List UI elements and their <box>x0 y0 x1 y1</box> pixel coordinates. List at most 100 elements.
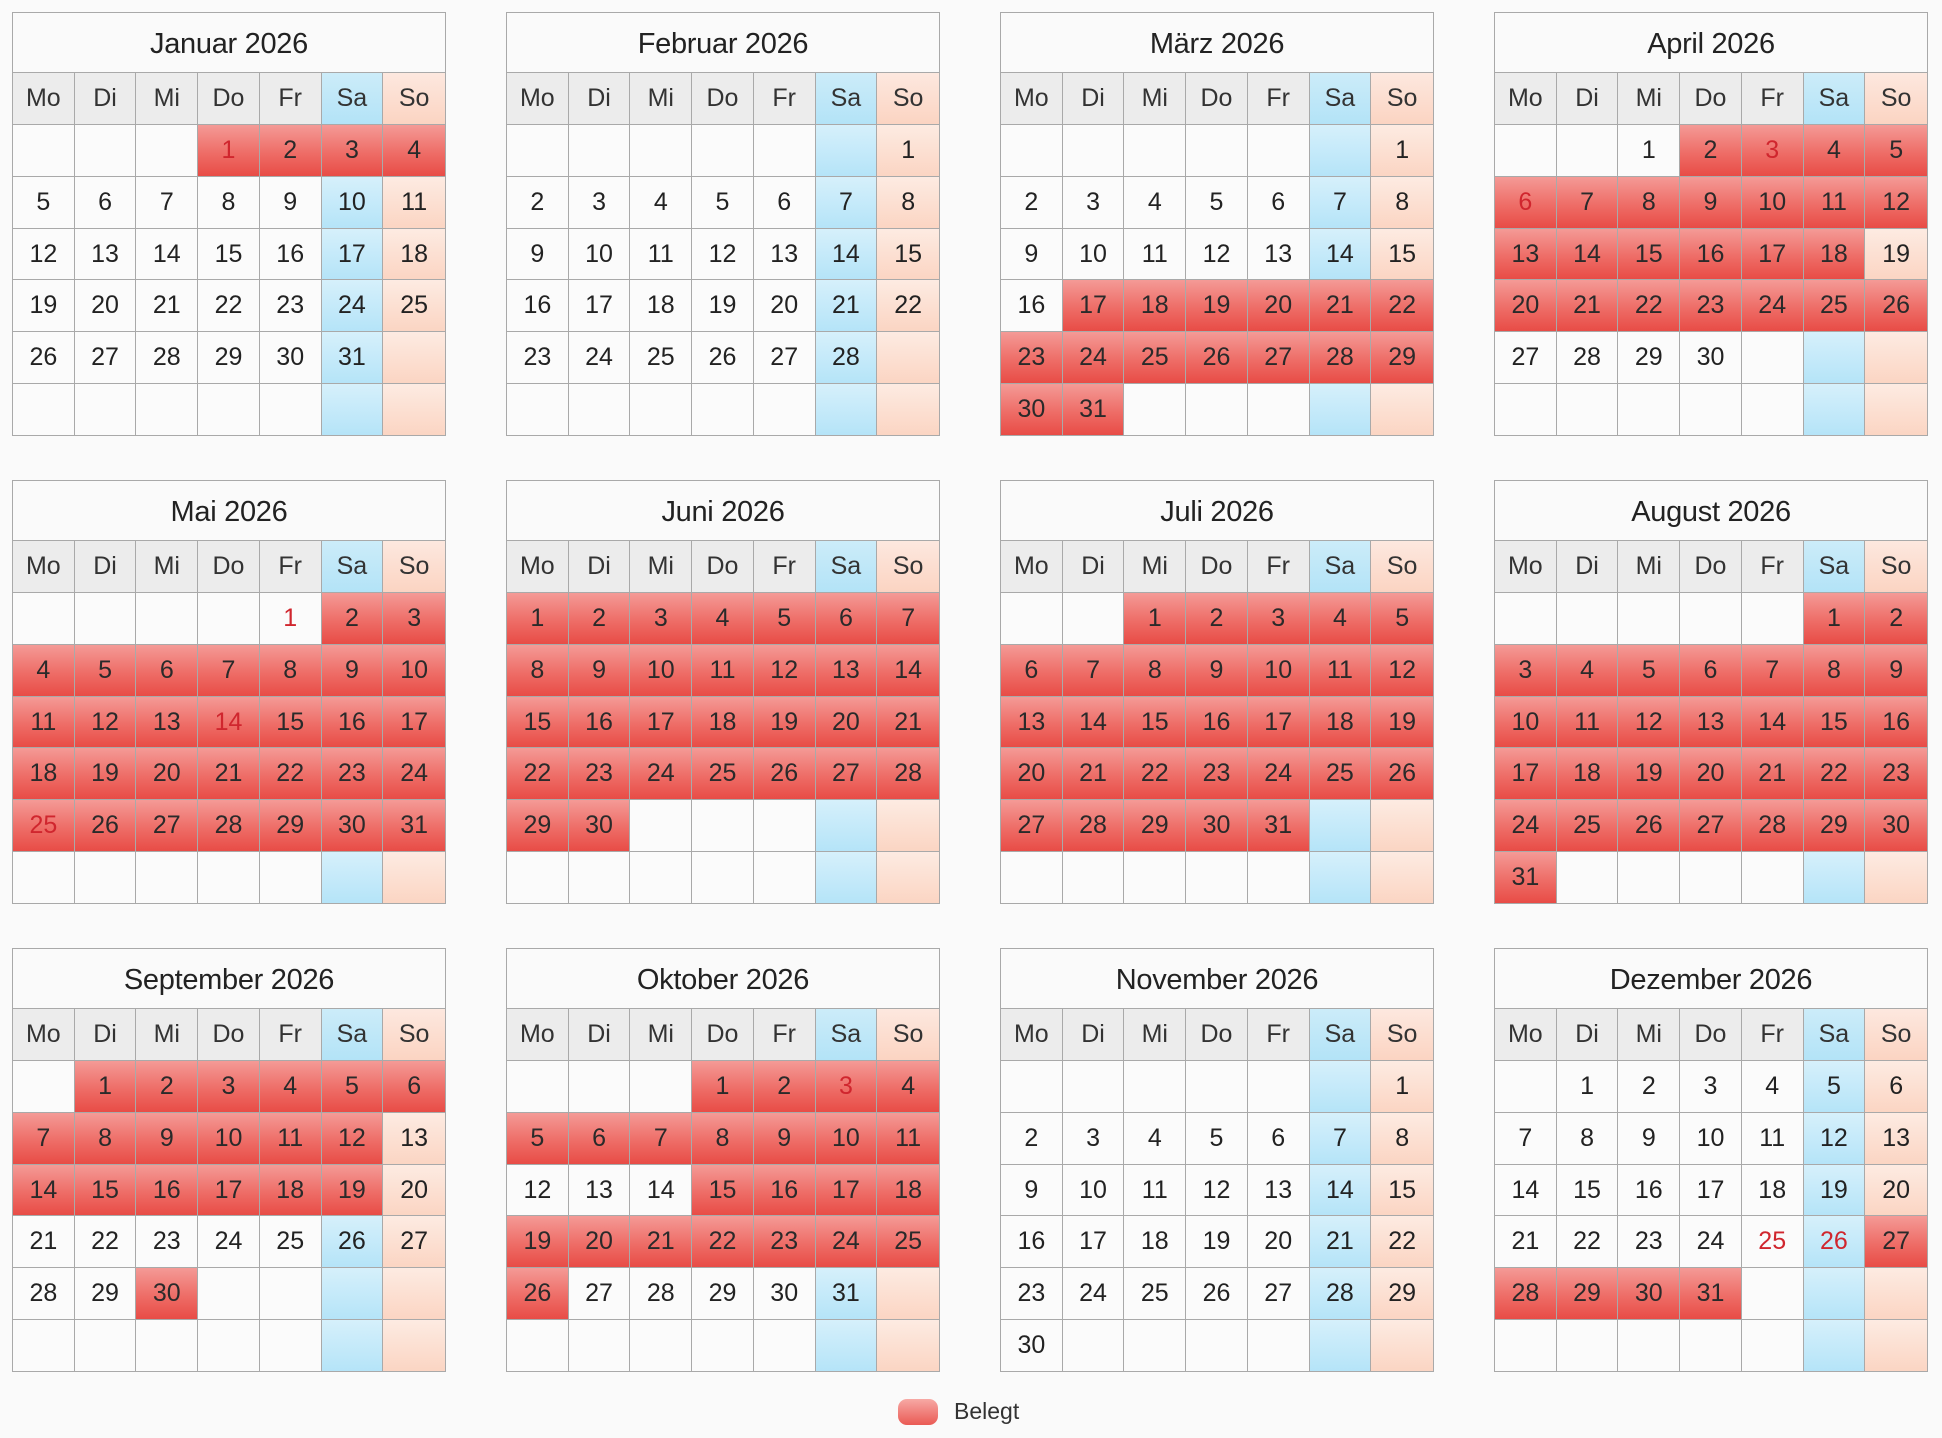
day-cell[interactable]: 28 <box>815 332 878 384</box>
day-cell[interactable]: 12 <box>1186 228 1248 280</box>
day-cell[interactable]: 15 <box>1371 228 1433 280</box>
day-cell[interactable]: 23 <box>1001 332 1063 384</box>
day-cell[interactable]: 20 <box>753 280 816 332</box>
day-cell[interactable]: 19 <box>1618 748 1681 800</box>
day-cell[interactable]: 19 <box>321 1164 384 1216</box>
day-cell[interactable]: 28 <box>1062 800 1125 852</box>
day-cell[interactable]: 19 <box>1865 228 1927 280</box>
day-cell[interactable]: 8 <box>877 176 939 228</box>
day-cell[interactable]: 27 <box>1495 332 1557 384</box>
day-cell[interactable]: 14 <box>198 696 260 748</box>
day-cell[interactable]: 13 <box>1495 228 1557 280</box>
day-cell[interactable]: 10 <box>1495 696 1557 748</box>
day-cell[interactable]: 21 <box>1495 1216 1557 1268</box>
day-cell[interactable]: 15 <box>877 228 939 280</box>
day-cell[interactable]: 18 <box>1124 280 1187 332</box>
day-cell[interactable]: 26 <box>1803 1216 1866 1268</box>
day-cell[interactable]: 25 <box>630 332 693 384</box>
day-cell[interactable]: 8 <box>1618 176 1681 228</box>
day-cell[interactable]: 26 <box>1371 748 1433 800</box>
day-cell[interactable]: 17 <box>383 696 445 748</box>
day-cell[interactable]: 9 <box>259 176 322 228</box>
day-cell[interactable]: 16 <box>259 228 322 280</box>
day-cell[interactable]: 19 <box>74 748 137 800</box>
day-cell[interactable]: 5 <box>507 1112 569 1164</box>
day-cell[interactable]: 17 <box>1741 228 1804 280</box>
day-cell[interactable]: 22 <box>507 748 569 800</box>
day-cell[interactable]: 2 <box>1001 176 1063 228</box>
day-cell[interactable]: 28 <box>1309 332 1372 384</box>
day-cell[interactable]: 13 <box>1247 1164 1310 1216</box>
day-cell[interactable]: 11 <box>630 228 693 280</box>
day-cell[interactable]: 7 <box>1309 1112 1372 1164</box>
day-cell[interactable]: 22 <box>259 748 322 800</box>
day-cell[interactable]: 17 <box>815 1164 878 1216</box>
day-cell[interactable]: 10 <box>198 1112 260 1164</box>
day-cell[interactable]: 5 <box>1186 176 1248 228</box>
day-cell[interactable]: 9 <box>1001 1164 1063 1216</box>
day-cell[interactable]: 11 <box>13 696 75 748</box>
day-cell[interactable]: 9 <box>321 644 384 696</box>
day-cell[interactable]: 11 <box>1124 228 1187 280</box>
day-cell[interactable]: 13 <box>136 696 199 748</box>
day-cell[interactable]: 16 <box>321 696 384 748</box>
day-cell[interactable]: 23 <box>753 1216 816 1268</box>
day-cell[interactable]: 12 <box>1803 1112 1866 1164</box>
day-cell[interactable]: 15 <box>1556 1164 1619 1216</box>
day-cell[interactable]: 10 <box>815 1112 878 1164</box>
day-cell[interactable]: 6 <box>568 1112 631 1164</box>
day-cell[interactable]: 16 <box>1865 696 1927 748</box>
day-cell[interactable]: 9 <box>1618 1112 1681 1164</box>
day-cell[interactable]: 30 <box>568 800 631 852</box>
day-cell[interactable]: 23 <box>1680 280 1742 332</box>
day-cell[interactable]: 9 <box>507 228 569 280</box>
day-cell[interactable]: 27 <box>1865 1216 1927 1268</box>
day-cell[interactable]: 24 <box>568 332 631 384</box>
day-cell[interactable]: 30 <box>136 1268 199 1320</box>
day-cell[interactable]: 27 <box>136 800 199 852</box>
day-cell[interactable]: 6 <box>1247 1112 1310 1164</box>
day-cell[interactable]: 13 <box>1865 1112 1927 1164</box>
day-cell[interactable]: 3 <box>321 124 384 176</box>
day-cell[interactable]: 20 <box>1680 748 1742 800</box>
day-cell[interactable]: 29 <box>259 800 322 852</box>
day-cell[interactable]: 4 <box>692 592 754 644</box>
day-cell[interactable]: 4 <box>877 1060 939 1112</box>
day-cell[interactable]: 5 <box>692 176 754 228</box>
day-cell[interactable]: 17 <box>1495 748 1557 800</box>
day-cell[interactable]: 5 <box>1865 124 1927 176</box>
day-cell[interactable]: 17 <box>198 1164 260 1216</box>
day-cell[interactable]: 19 <box>1371 696 1433 748</box>
day-cell[interactable]: 20 <box>1865 1164 1927 1216</box>
day-cell[interactable]: 2 <box>1618 1060 1681 1112</box>
day-cell[interactable]: 29 <box>1618 332 1681 384</box>
day-cell[interactable]: 7 <box>1309 176 1372 228</box>
day-cell[interactable]: 4 <box>1803 124 1866 176</box>
day-cell[interactable]: 17 <box>1680 1164 1742 1216</box>
day-cell[interactable]: 3 <box>1495 644 1557 696</box>
day-cell[interactable]: 18 <box>692 696 754 748</box>
day-cell[interactable]: 1 <box>1371 1060 1433 1112</box>
day-cell[interactable]: 24 <box>630 748 693 800</box>
day-cell[interactable]: 5 <box>753 592 816 644</box>
day-cell[interactable]: 14 <box>1309 1164 1372 1216</box>
day-cell[interactable]: 25 <box>877 1216 939 1268</box>
day-cell[interactable]: 19 <box>507 1216 569 1268</box>
day-cell[interactable]: 30 <box>1186 800 1248 852</box>
day-cell[interactable]: 26 <box>753 748 816 800</box>
day-cell[interactable]: 8 <box>1371 176 1433 228</box>
day-cell[interactable]: 9 <box>568 644 631 696</box>
day-cell[interactable]: 19 <box>13 280 75 332</box>
day-cell[interactable]: 10 <box>1247 644 1310 696</box>
day-cell[interactable]: 26 <box>74 800 137 852</box>
day-cell[interactable]: 6 <box>136 644 199 696</box>
day-cell[interactable]: 6 <box>1865 1060 1927 1112</box>
day-cell[interactable]: 30 <box>1001 1320 1063 1372</box>
day-cell[interactable]: 28 <box>136 332 199 384</box>
day-cell[interactable]: 7 <box>1495 1112 1557 1164</box>
day-cell[interactable]: 24 <box>1062 332 1125 384</box>
day-cell[interactable]: 29 <box>1124 800 1187 852</box>
day-cell[interactable]: 13 <box>1001 696 1063 748</box>
day-cell[interactable]: 27 <box>1247 1268 1310 1320</box>
day-cell[interactable]: 14 <box>1741 696 1804 748</box>
